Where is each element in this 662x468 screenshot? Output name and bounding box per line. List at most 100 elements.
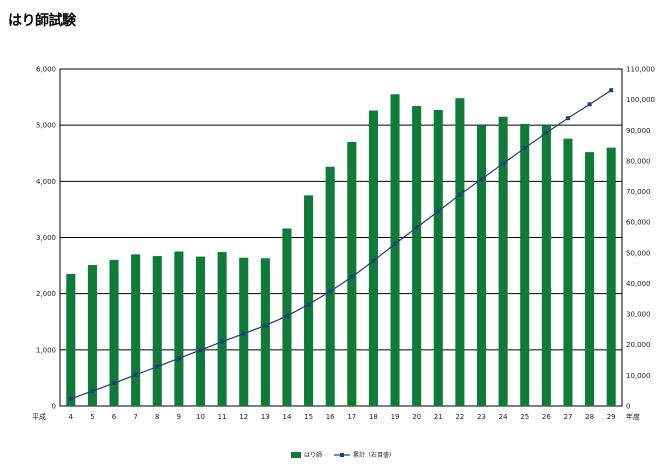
x-axis-tick-label: 15 bbox=[304, 413, 313, 421]
bar bbox=[87, 265, 97, 406]
left-axis-tick-label: 5,000 bbox=[36, 122, 56, 130]
bar bbox=[174, 251, 184, 406]
bar bbox=[498, 116, 508, 406]
x-axis-tick-label: 9 bbox=[177, 413, 181, 421]
right-axis-tick-label: 40,000 bbox=[626, 280, 651, 288]
x-axis-tick-label: 6 bbox=[112, 413, 117, 421]
x-axis-tick-label: 22 bbox=[455, 413, 464, 421]
x-axis-tick-label: 11 bbox=[218, 413, 227, 421]
left-axis-tick-label: 2,000 bbox=[36, 290, 56, 298]
cumulative-point bbox=[306, 302, 311, 307]
x-axis-tick-label: 23 bbox=[477, 413, 486, 421]
bar bbox=[260, 258, 270, 406]
cumulative-point bbox=[176, 356, 181, 361]
bar bbox=[347, 142, 357, 406]
x-axis-tick-label: 28 bbox=[585, 413, 594, 421]
x-axis-tick-label: 12 bbox=[239, 413, 248, 421]
x-axis-tick-label: 16 bbox=[326, 413, 335, 421]
x-axis-tick-label: 5 bbox=[90, 413, 94, 421]
right-axis-tick-label: 90,000 bbox=[626, 127, 651, 135]
bar bbox=[412, 106, 422, 406]
page-title: はり師試験 bbox=[8, 13, 76, 29]
cumulative-point bbox=[544, 130, 549, 135]
bar bbox=[109, 259, 119, 406]
cumulative-point bbox=[263, 323, 268, 328]
left-axis-tick-label: 4,000 bbox=[36, 178, 56, 186]
x-axis-tick-label: 17 bbox=[347, 413, 356, 421]
bar bbox=[390, 94, 400, 407]
x-axis-tick-label: 26 bbox=[542, 413, 551, 421]
x-axis-tick-label: 24 bbox=[499, 413, 508, 421]
right-axis-tick-label: 0 bbox=[626, 403, 630, 411]
bar bbox=[66, 274, 76, 406]
cumulative-point bbox=[457, 192, 462, 197]
cumulative-point bbox=[241, 331, 246, 336]
cumulative-point bbox=[522, 146, 527, 151]
cumulative-point bbox=[587, 102, 592, 107]
right-axis-tick-label: 60,000 bbox=[626, 219, 651, 227]
bar bbox=[304, 195, 314, 406]
bar bbox=[585, 152, 595, 406]
bar bbox=[325, 166, 335, 406]
right-axis-tick-label: 10,000 bbox=[626, 372, 651, 380]
right-axis-tick-label: 110,000 bbox=[626, 66, 655, 74]
x-axis-tick-label: 19 bbox=[391, 413, 400, 421]
cumulative-point bbox=[479, 177, 484, 182]
cumulative-point bbox=[155, 364, 160, 369]
cumulative-point bbox=[328, 289, 333, 294]
legend-line-label: 累計（右目盛） bbox=[353, 451, 395, 459]
x-axis-tick-label: 14 bbox=[283, 413, 292, 421]
x-axis-suffix-label: 年度 bbox=[626, 412, 640, 421]
bar bbox=[152, 256, 162, 406]
left-axis-tick-label: 6,000 bbox=[36, 66, 56, 74]
cumulative-point bbox=[501, 161, 506, 166]
cumulative-point bbox=[220, 339, 225, 344]
left-axis-tick-label: 0 bbox=[52, 403, 56, 411]
cumulative-point bbox=[284, 313, 289, 318]
bar bbox=[520, 124, 530, 406]
bar bbox=[368, 110, 378, 407]
cumulative-point bbox=[133, 372, 138, 377]
left-axis-tick-label: 3,000 bbox=[36, 234, 56, 242]
cumulative-point bbox=[371, 258, 376, 263]
bar bbox=[455, 98, 465, 406]
right-axis-tick-label: 70,000 bbox=[626, 188, 651, 196]
cumulative-line bbox=[70, 89, 612, 400]
x-axis-tick-label: 10 bbox=[196, 413, 205, 421]
right-axis-tick-label: 30,000 bbox=[626, 311, 651, 319]
cumulative-point bbox=[349, 274, 354, 279]
cumulative-point bbox=[90, 389, 95, 394]
right-axis-tick-label: 80,000 bbox=[626, 157, 651, 165]
cumulative-point bbox=[565, 116, 570, 121]
bar bbox=[563, 138, 573, 406]
cumulative-point bbox=[198, 348, 203, 353]
bar bbox=[217, 252, 227, 406]
x-axis-tick-label: 29 bbox=[607, 413, 616, 421]
bar bbox=[476, 125, 487, 407]
right-axis-tick-label: 50,000 bbox=[626, 249, 651, 257]
right-axis-tick-label: 20,000 bbox=[626, 341, 651, 349]
x-axis-tick-label: 8 bbox=[155, 413, 159, 421]
legend-bar-swatch bbox=[291, 452, 301, 458]
x-axis-tick-label: 18 bbox=[369, 413, 378, 421]
legend-bar-label: はり師 bbox=[304, 451, 322, 459]
cumulative-point bbox=[414, 225, 419, 230]
bar bbox=[195, 256, 206, 406]
x-axis-prefix-label: 平成 bbox=[32, 412, 46, 421]
legend-line-marker bbox=[340, 453, 344, 457]
bar bbox=[606, 147, 616, 406]
x-axis-tick-label: 13 bbox=[261, 413, 270, 421]
bar bbox=[541, 125, 551, 407]
x-axis-tick-label: 21 bbox=[434, 413, 443, 421]
left-axis-tick-label: 1,000 bbox=[36, 346, 56, 354]
cumulative-point bbox=[609, 88, 614, 93]
x-axis-tick-label: 27 bbox=[564, 413, 573, 421]
x-axis-tick-label: 25 bbox=[520, 413, 529, 421]
bar bbox=[433, 110, 443, 407]
cumulative-point bbox=[393, 241, 398, 246]
bar bbox=[131, 254, 141, 406]
x-axis-tick-label: 4 bbox=[69, 413, 74, 421]
cumulative-point bbox=[112, 381, 117, 386]
x-axis-tick-label: 7 bbox=[133, 413, 137, 421]
